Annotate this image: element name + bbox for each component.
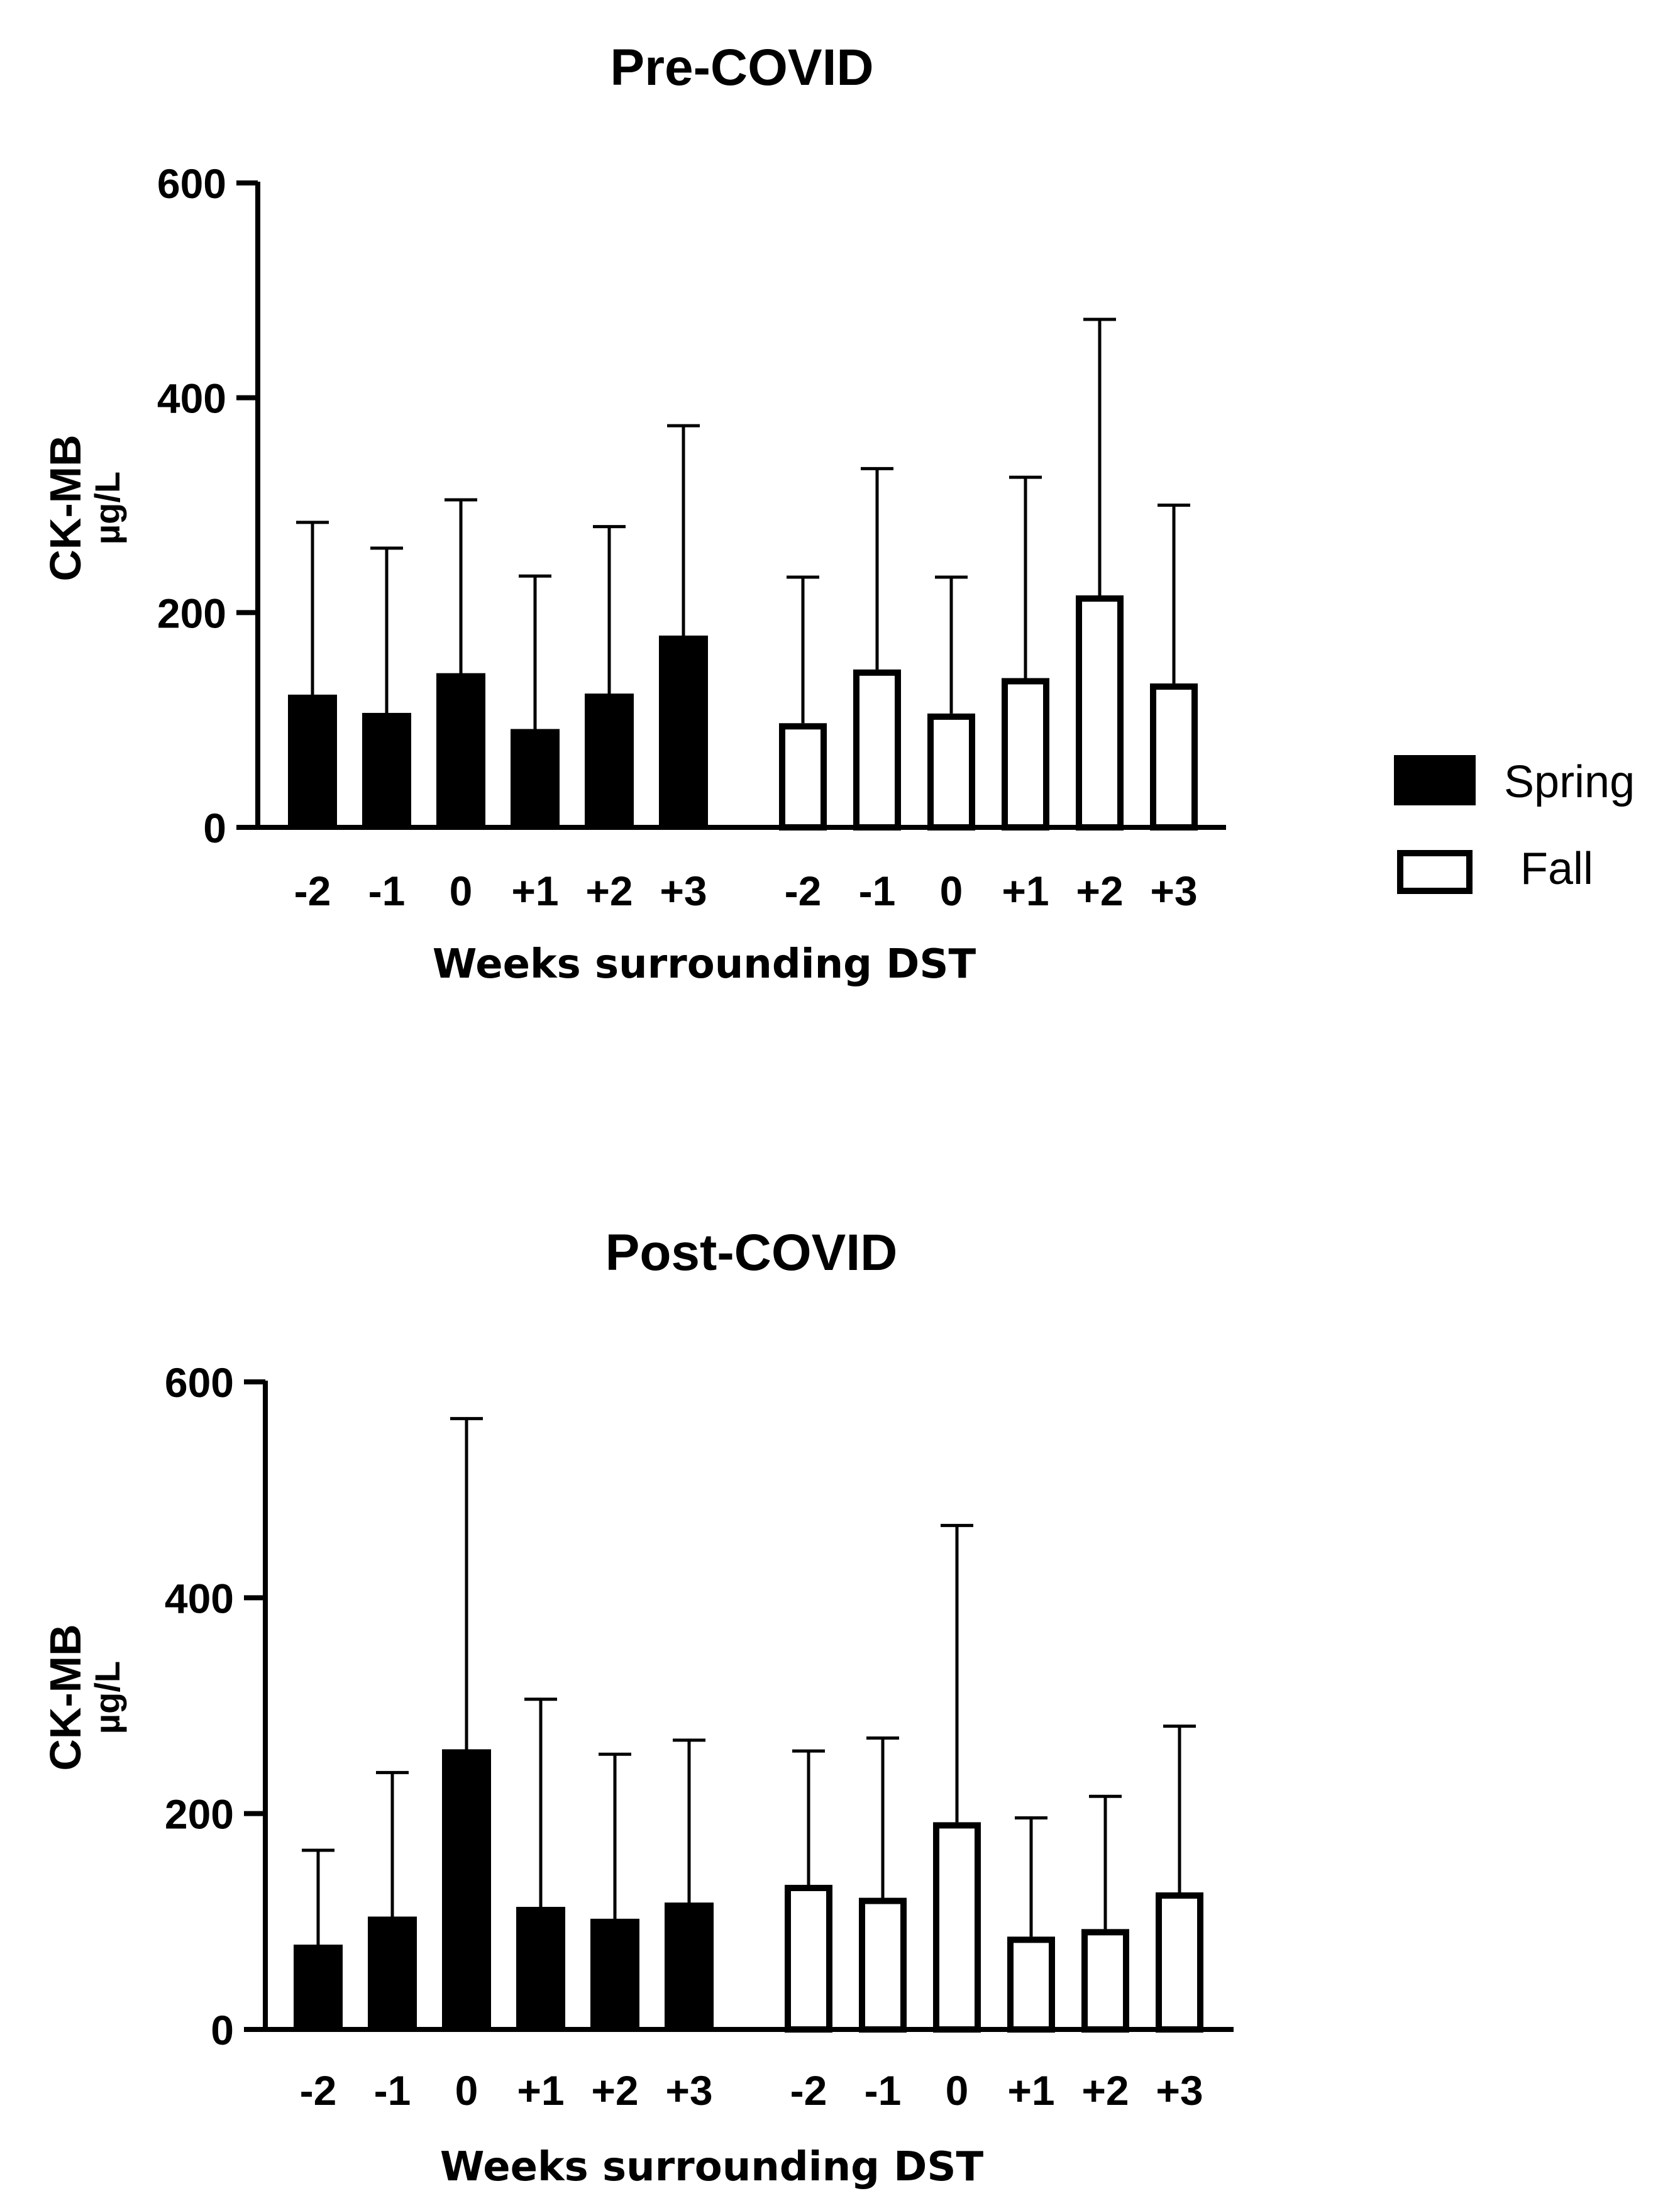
- x-tick-label: -2: [294, 868, 331, 914]
- spring-bar: [511, 729, 560, 828]
- y-tick-label: 600: [165, 1359, 234, 1406]
- spring-bar: [665, 1902, 714, 2030]
- chart-title: Post-COVID: [605, 1224, 898, 1281]
- spring-bar: [294, 1945, 343, 2031]
- x-tick-label: +2: [591, 2067, 638, 2114]
- x-tick-label: +3: [1156, 2067, 1203, 2114]
- legend-label-spring: Spring: [1504, 757, 1635, 807]
- fall-bar: [1081, 1929, 1129, 2033]
- y-axis-unit: µg/L: [87, 472, 127, 544]
- x-tick-label: -1: [374, 2067, 411, 2114]
- x-tick-label: 0: [946, 2067, 969, 2114]
- y-tick-label: 600: [157, 160, 226, 207]
- legend-swatch-spring: [1394, 755, 1476, 805]
- x-tick-label: +2: [1081, 2067, 1129, 2114]
- spring-bar: [590, 1918, 639, 2030]
- y-axis-label: CK-MB: [41, 434, 90, 581]
- spring-bar: [659, 635, 708, 829]
- spring-bar: [362, 712, 411, 828]
- y-tick-label: 0: [203, 805, 226, 851]
- y-tick-label: 400: [165, 1575, 234, 1621]
- x-tick-label: -2: [300, 2067, 337, 2114]
- x-tick-label: 0: [940, 868, 963, 914]
- fall-bar: [933, 1822, 981, 2033]
- legend-swatch-fall: [1397, 850, 1473, 894]
- legend-label-fall: Fall: [1520, 844, 1593, 894]
- x-tick-label: +3: [660, 868, 707, 914]
- x-tick-label: 0: [450, 868, 473, 914]
- x-tick-label: +1: [1002, 868, 1049, 914]
- y-axis-unit: µg/L: [87, 1661, 127, 1734]
- x-tick-label: -1: [859, 868, 896, 914]
- fall-bar: [1076, 595, 1124, 831]
- x-axis-label: Weeks surrounding DST: [440, 2144, 984, 2190]
- spring-bar: [288, 694, 337, 828]
- fall-bar: [927, 713, 975, 831]
- x-tick-label: -2: [785, 868, 822, 914]
- fall-bar: [1150, 683, 1198, 831]
- y-axis-label: CK-MB: [41, 1624, 90, 1770]
- spring-bar: [442, 1749, 491, 2030]
- y-tick-label: 200: [165, 1791, 234, 1838]
- x-tick-label: +2: [585, 868, 633, 914]
- y-tick-label: 200: [157, 590, 226, 636]
- x-tick-label: +3: [665, 2067, 712, 2114]
- legend: Spring Fall: [1394, 755, 1635, 894]
- chart-title: Pre-COVID: [610, 39, 873, 96]
- x-tick-label: 0: [455, 2067, 478, 2114]
- spring-bar: [436, 673, 485, 829]
- x-tick-label: +1: [517, 2067, 564, 2114]
- fall-bar: [1156, 1892, 1203, 2033]
- x-tick-label: +2: [1076, 868, 1123, 914]
- x-tick-label: -1: [865, 2067, 902, 2114]
- x-axis-label: Weeks surrounding DST: [433, 941, 976, 988]
- x-tick-label: -2: [790, 2067, 827, 2114]
- fall-bar: [853, 669, 901, 831]
- fall-bar: [859, 1897, 907, 2033]
- spring-bar: [368, 1916, 417, 2030]
- x-tick-label: +3: [1150, 868, 1197, 914]
- fall-bar: [1007, 1936, 1055, 2033]
- y-tick-label: 400: [157, 375, 226, 422]
- fall-bar: [785, 1884, 832, 2033]
- spring-bar: [585, 693, 634, 828]
- spring-bar: [516, 1907, 565, 2030]
- x-tick-label: +1: [1007, 2067, 1054, 2114]
- fall-bar: [779, 723, 827, 831]
- x-tick-label: +1: [511, 868, 558, 914]
- x-tick-label: -1: [368, 868, 406, 914]
- y-tick-label: 0: [211, 2007, 234, 2053]
- fall-bar: [1002, 678, 1049, 831]
